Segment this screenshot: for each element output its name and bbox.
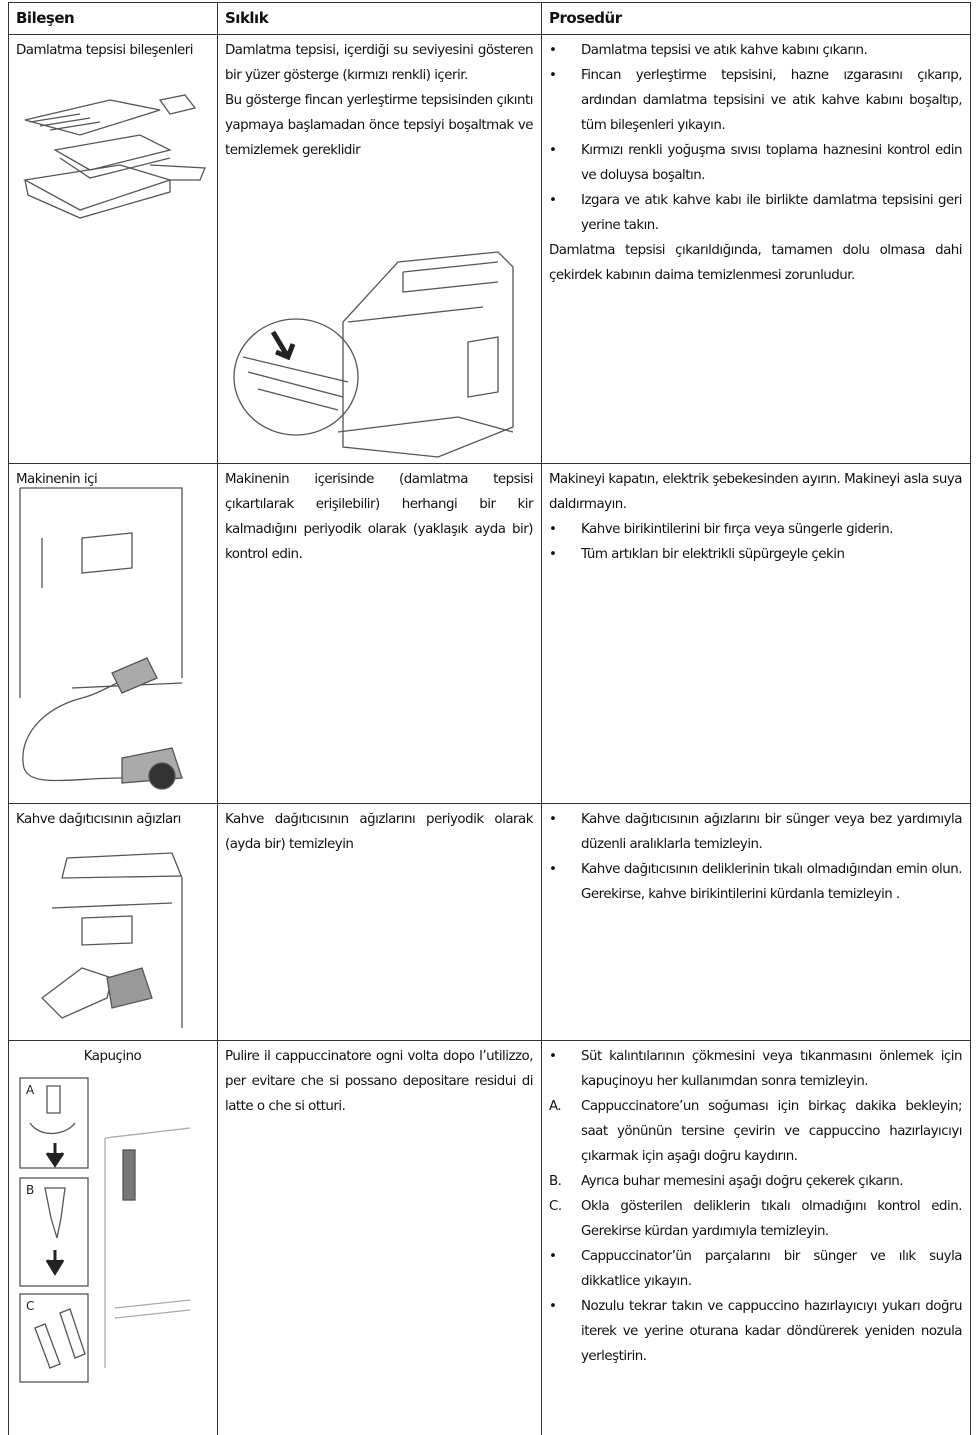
item-marker: • [549,68,557,83]
procedure: Makineyi kapatın, elektrik şebekesinden … [541,463,970,803]
procedure-text: Makineyi kapatın, elektrik şebekesinden … [549,472,963,512]
item-text: Kahve dağıtıcısının ağızlarını bir sünge… [581,812,963,852]
procedure-item: • Cappuccinator’ün parçalarını bir sünger… [549,1244,963,1294]
procedure: • Kahve dağıtıcısının ağızlarını bir süng… [541,803,970,1040]
frequency: Pulire il cappuccinatore ogni volta dopo… [217,1040,541,1435]
rule [8,803,970,804]
item-marker: • [549,1049,557,1064]
item-text: Cappuccinator’ün parçalarını bir sünger … [581,1249,963,1289]
procedure-item: • Fincan yerleştirme tepsisini, hazne ızg… [549,63,963,138]
item-text: Tüm artıkları bir elektrikli süpürgeyle … [581,547,845,562]
item-text: Kırmızı renkli yoğuşma sıvısı toplama ha… [581,143,963,183]
item-marker: • [549,1249,557,1264]
machine-illustration [233,251,514,458]
procedure-item: • Kahve dağıtıcısının ağızlarını bir süng… [549,807,963,857]
column-header: Prosedür [549,9,622,27]
procedure: • Süt kalıntılarının çökmesini veya tıkan… [541,1040,970,1435]
cappuccino-illustration: A B C [19,1077,191,1383]
frequency-text: Kahve dağıtıcısının ağızlarını periyodik… [225,812,534,852]
procedure-item: • Kırmızı renkli yoğuşma sıvısı toplama h… [549,138,963,188]
item-text: Fincan yerleştirme tepsisini, hazne ızga… [581,68,963,133]
item-text: Süt kalıntılarının çökmesini veya tıkanm… [581,1049,963,1089]
component: Kahve dağıtıcısının ağızları [16,812,181,827]
item-marker: • [549,1299,557,1314]
frequency-text: Makinenin içerisinde (damlatma tepsisi ç… [225,472,534,562]
rule [8,463,970,464]
frequency-text: Pulire il cappuccinatore ogni volta dopo… [225,1049,534,1114]
rule [8,34,970,35]
rule [541,2,542,1435]
procedure-item: C. Okla gösterilen deliklerin tıkalı olma… [549,1194,963,1244]
item-marker: • [549,43,557,58]
procedure-item: • Tüm artıkları bir elektrikli süpürgeyle… [549,542,962,567]
component: Kapuçino [83,1049,142,1064]
rule [8,2,970,3]
vacuum-illustration [19,487,183,790]
frequency-text: Damlatma tepsisi, içerdiği su seviyesini… [225,43,534,83]
item-text: Damlatma tepsisi ve atık kahve kabını çı… [581,43,868,58]
procedure-item: B. Ayrıca buhar memesini aşağı doğru çeke… [549,1169,962,1194]
component: Makinenin içi [16,472,98,487]
procedure-text: Damlatma tepsisi çıkarıldığında, tamamen… [549,243,963,283]
procedure-item: • Kahve dağıtıcısının deliklerinin tıkalı… [549,857,963,907]
item-marker: C. [549,1199,562,1214]
rule [8,2,9,1435]
rule [217,2,218,1435]
figure-label: A [26,1083,35,1097]
item-marker: • [549,812,557,827]
procedure-item: A. Cappuccinatore’un soğuması için birkaç… [549,1094,963,1169]
procedure-item: • Nozulu tekrar takın ve cappuccino hazır… [549,1294,963,1369]
figure-label: B [26,1183,34,1197]
column-header: Bileşen [16,9,75,27]
procedure-item: • Damlatma tepsisi ve atık kahve kabını ç… [549,38,962,63]
frequency: Makinenin içerisinde (damlatma tepsisi ç… [217,463,541,803]
frequency: Kahve dağıtıcısının ağızlarını periyodik… [217,803,541,1040]
item-text: Izgara ve atık kahve kabı ile birlikte d… [581,193,963,233]
column-header: Sıklık [225,9,269,27]
procedure-item: • Kahve birikintilerini bir fırça veya sü… [549,517,962,542]
item-marker: • [549,143,557,158]
frequency: Damlatma tepsisi, içerdiği su seviyesini… [217,34,541,463]
item-text: Cappuccinatore’un soğuması için birkaç d… [581,1099,963,1164]
item-text: Okla gösterilen deliklerin tıkalı olmadı… [581,1199,963,1239]
procedure: • Damlatma tepsisi ve atık kahve kabını ç… [541,34,970,463]
frequency-text: Bu gösterge fincan yerleştirme tepsisind… [225,93,534,158]
figure-label: C [26,1299,34,1313]
item-text: Nozulu tekrar takın ve cappuccino hazırl… [581,1299,963,1364]
item-text: Ayrıca buhar memesini aşağı doğru çekere… [581,1174,904,1189]
item-marker: B. [549,1174,562,1189]
component: Damlatma tepsisi bileşenleri [16,43,193,58]
procedure-item: • Izgara ve atık kahve kabı ile birlikte … [549,188,963,238]
item-text: Kahve dağıtıcısının deliklerinin tıkalı … [581,862,963,902]
item-marker: • [549,862,557,877]
item-marker: • [549,547,557,562]
procedure-item: • Süt kalıntılarının çökmesini veya tıkan… [549,1044,963,1094]
rule [8,1040,970,1041]
rule [970,2,971,1435]
item-marker: A. [549,1099,562,1114]
item-marker: • [549,193,557,208]
spout-illustration [41,852,183,1028]
item-text: Kahve birikintilerini bir fırça veya sün… [581,522,894,537]
item-marker: • [549,522,557,537]
drip-tray-illustration [23,94,206,219]
